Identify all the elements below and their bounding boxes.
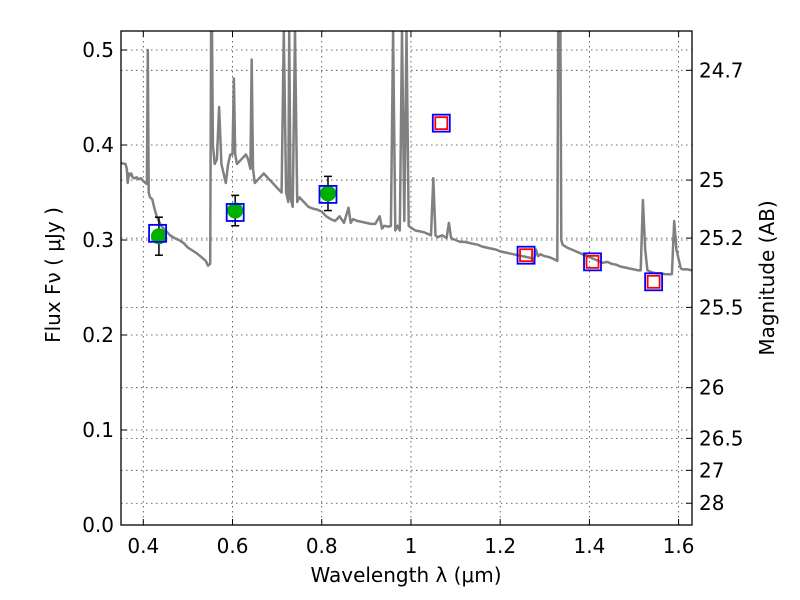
model-flux-square-blue	[431, 113, 451, 133]
observed-flux-point	[227, 202, 244, 219]
model-flux-square-red	[519, 248, 533, 263]
model-flux-square-blue	[583, 252, 602, 272]
x-tick-label: 1.2	[484, 534, 516, 558]
model-sed-path	[121, 31, 692, 276]
x-tick-label: 0.6	[217, 534, 249, 558]
mag-tick-label: 27	[699, 458, 724, 482]
model-flux-square-red	[585, 254, 600, 269]
model-flux-square-blue	[225, 203, 245, 222]
axis-ticks	[121, 31, 692, 526]
mag-tick-label: 28	[699, 491, 724, 515]
y-tick-label: 0.4	[82, 133, 114, 157]
x-tick-label: 1.6	[663, 534, 695, 558]
y-tick-label: 0.3	[82, 228, 114, 252]
mag-tick-label: 26	[699, 376, 724, 400]
model-sed-line	[121, 31, 692, 276]
y-tick-label: 0.5	[82, 38, 114, 62]
plot-frame	[120, 30, 693, 526]
x-tick-label: 0.4	[127, 534, 159, 558]
model-flux-square-red	[434, 116, 449, 131]
mag-tick-label: 25.2	[699, 226, 744, 250]
mag-tick-label: 26.5	[699, 426, 744, 450]
y-tick-label: 0.1	[82, 418, 114, 442]
y-tick-label: 0.0	[82, 513, 114, 537]
model-flux-square-blue	[644, 272, 664, 292]
y-tick-label: 0.2	[82, 323, 114, 347]
x-tick-label: 1.4	[573, 534, 605, 558]
right-axis-label: Magnitude (AB)	[755, 200, 779, 355]
model-flux-square-blue	[516, 245, 536, 265]
mag-tick-label: 25	[699, 168, 724, 192]
mag-tick-label: 25.5	[699, 295, 744, 319]
data-markers	[148, 113, 664, 292]
observed-flux-point	[319, 185, 336, 202]
model-flux-square-red	[646, 274, 661, 289]
tick-labels: 0.4 0.6 0.8 1 1.2 1.4 1.6 0.0 0.1 0.2 0.3 0.4 0.5 24.…	[82, 38, 743, 558]
y-axis-label: Flux Fν ( μJy )	[41, 207, 65, 343]
x-tick-label: 1	[405, 534, 418, 558]
mag-tick-label: 24.7	[699, 58, 744, 82]
model-flux-square-blue	[148, 223, 167, 243]
x-tick-label: 0.8	[306, 534, 338, 558]
x-axis-label: Wavelength λ (μm)	[310, 563, 501, 587]
model-flux-square-blue	[318, 184, 338, 204]
